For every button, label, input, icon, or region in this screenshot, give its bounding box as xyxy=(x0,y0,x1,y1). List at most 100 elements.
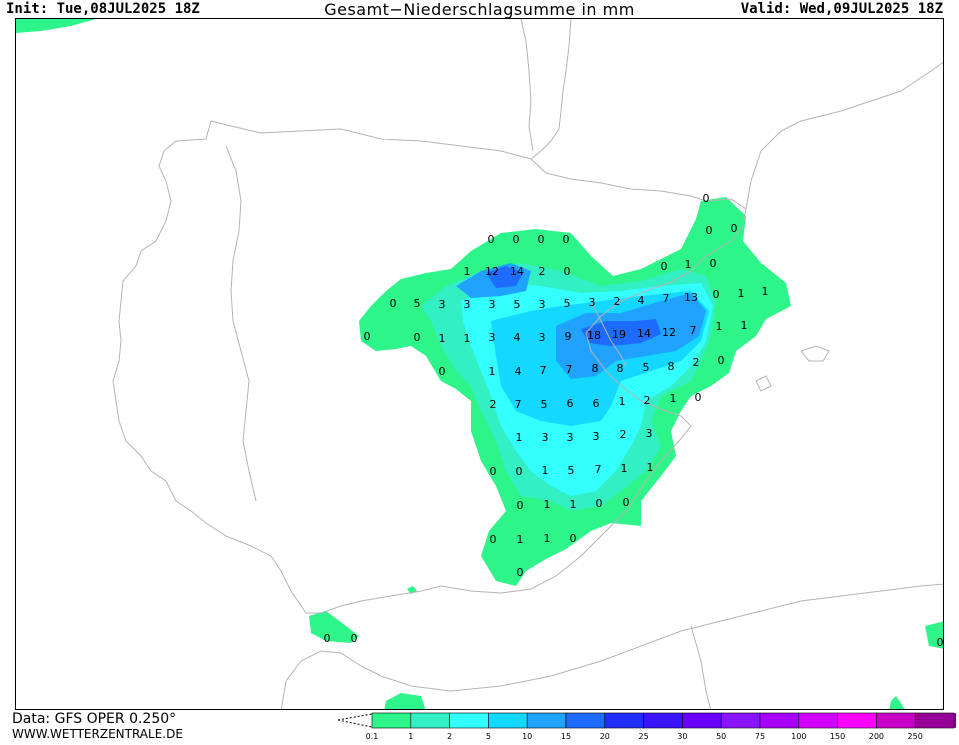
precip-value: 0 xyxy=(490,465,497,478)
legend-swatch xyxy=(488,712,528,729)
precip-value: 0 xyxy=(706,224,713,237)
balearic-ibiza xyxy=(755,375,772,392)
precip-value: 0 xyxy=(570,532,577,545)
legend-tick: 250 xyxy=(908,732,923,741)
legend-svg: 0.1 1 2 5 10 15 20 25 30 50 75 100 150 200 250 xyxy=(337,712,959,741)
precip-value: 0 xyxy=(538,233,545,246)
precip-value: 1 xyxy=(517,533,524,546)
precip-value: 7 xyxy=(540,364,547,377)
precip-value: 0 xyxy=(937,636,944,649)
precip-value: 14 xyxy=(510,265,524,278)
precip-value: 4 xyxy=(638,294,645,307)
precip-value: 5 xyxy=(541,398,548,411)
precip-value: 0 xyxy=(710,257,717,270)
precip-value: 0 xyxy=(703,192,710,205)
precip-values: 00 00 0 0 00 1 01 12 14 2 00 1 10 5 3 3 3 5 3 5 3 2 4 7 131 10 0 1 1… xyxy=(324,192,944,649)
precip-value: 4 xyxy=(514,331,521,344)
precip-value: 3 xyxy=(439,298,446,311)
precip-value: 19 xyxy=(612,328,626,341)
precip-value: 0 xyxy=(596,497,603,510)
precip-value: 0 xyxy=(351,632,358,645)
precip-value: 1 xyxy=(621,462,628,475)
precip-value: 1 xyxy=(489,365,496,378)
legend-swatch xyxy=(720,712,761,729)
precip-value: 9 xyxy=(565,330,572,343)
precip-value: 8 xyxy=(592,362,599,375)
precip-value: 3 xyxy=(489,331,496,344)
precip-value: 1 xyxy=(762,285,769,298)
legend-swatch xyxy=(410,712,450,729)
precip-value: 1 xyxy=(570,498,577,511)
precip-value: 1 xyxy=(516,431,523,444)
africa-coast xyxy=(280,583,943,709)
legend-tick: 15 xyxy=(561,732,571,741)
legend-swatch xyxy=(837,712,877,729)
precip-value: 2 xyxy=(539,265,546,278)
data-source: Data: GFS OPER 0.250° xyxy=(12,711,177,727)
precip-value: 0 xyxy=(563,233,570,246)
precip-value: 4 xyxy=(515,365,522,378)
precip-area-nw-core xyxy=(486,266,523,288)
precip-value: 3 xyxy=(589,296,596,309)
legend-swatch xyxy=(643,712,683,729)
legend-tick: 1 xyxy=(408,732,413,741)
legend-tick: 20 xyxy=(600,732,610,741)
africa-inner-border xyxy=(690,625,712,709)
legend-swatch xyxy=(526,712,567,729)
precip-value: 0 xyxy=(439,365,446,378)
precip-value: 1 xyxy=(741,319,748,332)
precip-value: 3 xyxy=(593,430,600,443)
precip-area-top-left xyxy=(16,19,96,33)
precip-value: 0 xyxy=(517,566,524,579)
precipitation-map: 0 0 0 0 0 0 0 0 1 0 1 12 14 2 0 0 1 1 0 5 3 3 3 5 3 5 3 2 4 7 13 1 1 0 0 1 1… xyxy=(15,18,944,710)
precip-value: 3 xyxy=(567,431,574,444)
precip-value: 7 xyxy=(690,324,697,337)
precip-value: 5 xyxy=(643,361,650,374)
precip-value: 1 xyxy=(464,265,471,278)
legend-tick: 2 xyxy=(447,732,452,741)
legend-tick: 5 xyxy=(486,732,491,741)
precip-value: 3 xyxy=(489,298,496,311)
spain-inner-coast xyxy=(590,300,627,367)
precip-value: 0 xyxy=(661,260,668,273)
precip-value: 3 xyxy=(646,427,653,440)
balearic-mallorca xyxy=(800,345,830,362)
legend-tick: 10 xyxy=(522,732,532,741)
precip-value: 1 xyxy=(716,320,723,333)
precip-value: 2 xyxy=(614,295,621,308)
color-legend: 0.1 1 2 5 10 15 20 25 30 50 75 100 150 200 250 xyxy=(336,712,959,741)
precip-value: 0 xyxy=(718,354,725,367)
legend-arrow xyxy=(954,713,959,728)
precip-value: 0 xyxy=(414,331,421,344)
legend-tick: 200 xyxy=(869,732,884,741)
legend-swatch xyxy=(449,712,489,729)
legend-swatch xyxy=(371,712,412,729)
precip-value: 0 xyxy=(364,330,371,343)
legend-tick: 50 xyxy=(716,732,726,741)
precip-value: 1 xyxy=(647,461,654,474)
website-label: WWW.WETTERZENTRALE.DE xyxy=(12,727,183,741)
precip-value: 0 xyxy=(516,465,523,478)
precip-value: 6 xyxy=(567,397,574,410)
precip-value: 2 xyxy=(644,394,651,407)
legend-tick: 100 xyxy=(791,732,806,741)
precip-value: 1 xyxy=(464,332,471,345)
precip-fields xyxy=(16,19,943,709)
precip-value: 1 xyxy=(544,532,551,545)
precip-area-peak xyxy=(581,319,661,346)
precip-value: 3 xyxy=(539,298,546,311)
precip-value: 1 xyxy=(619,395,626,408)
precip-value: 2 xyxy=(490,398,497,411)
precip-area-gibraltar xyxy=(309,611,359,643)
legend-lead xyxy=(337,713,373,728)
portugal-border xyxy=(225,145,257,502)
precip-value: 8 xyxy=(617,362,624,375)
precip-value: 2 xyxy=(693,356,700,369)
legend-swatch xyxy=(604,712,644,729)
coastlines xyxy=(112,19,943,709)
legend-swatch xyxy=(759,712,800,729)
precip-value: 1 xyxy=(544,498,551,511)
precip-value: 5 xyxy=(564,297,571,310)
precip-value: 12 xyxy=(662,326,676,339)
init-time: Init: Tue,08JUL2025 18Z xyxy=(6,1,200,17)
